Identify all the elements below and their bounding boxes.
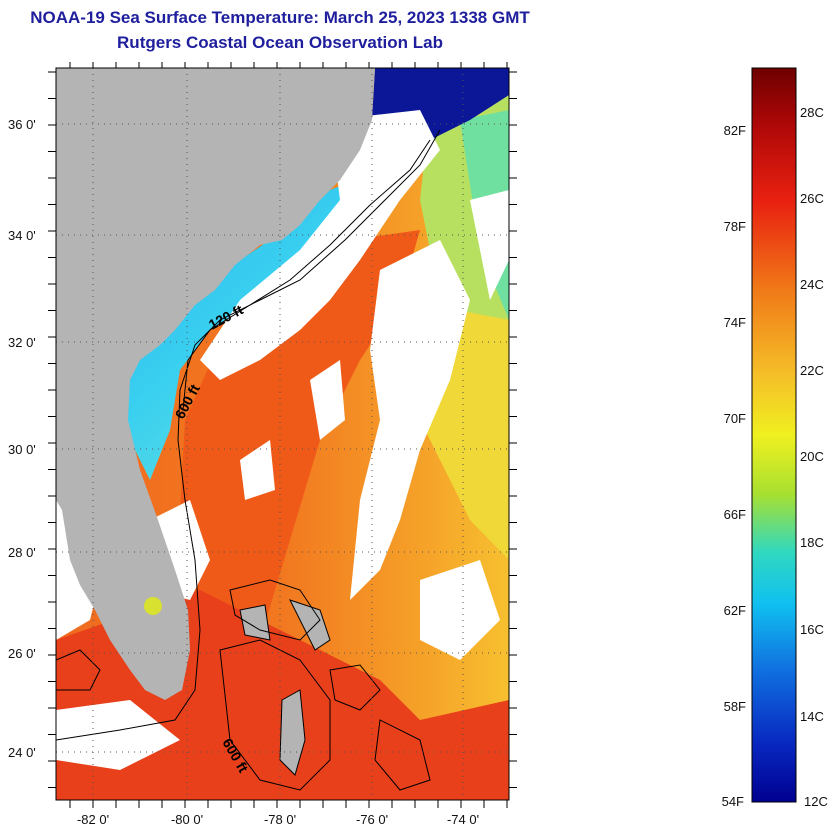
latitude-labels: 36 0' 34 0' 32 0' 30 0' 28 0' 26 0' 24 0… [8, 117, 36, 760]
lon-label: -80 0' [171, 812, 203, 827]
lon-label: -76 0' [356, 812, 388, 827]
page-subtitle: Rutgers Coastal Ocean Observation Lab [117, 33, 443, 52]
fahrenheit-label: 74F [724, 315, 746, 330]
lake-okeechobee [144, 597, 162, 615]
celsius-label: 12C [804, 794, 828, 809]
graticule [56, 68, 509, 800]
fahrenheit-label: 54F [722, 794, 744, 809]
lat-label: 34 0' [8, 228, 36, 243]
land-southeast-us [56, 68, 375, 700]
colorbar-ramp [751, 67, 797, 803]
lat-label: 28 0' [8, 545, 36, 560]
fahrenheit-label: 66F [724, 507, 746, 522]
celsius-label: 22C [800, 363, 824, 378]
lat-label: 32 0' [8, 335, 36, 350]
colorbar-celsius-labels: 28C 26C 24C 22C 20C 18C 16C 14C 12C [800, 105, 828, 809]
fahrenheit-label: 62F [724, 603, 746, 618]
bathymetry-contours [56, 129, 441, 791]
fahrenheit-label: 82F [724, 123, 746, 138]
colorbar-fahrenheit-labels: 82F 78F 74F 70F 66F 62F 58F 54F [722, 123, 746, 809]
page-title: NOAA-19 Sea Surface Temperature: March 2… [30, 8, 530, 27]
fahrenheit-label: 58F [724, 699, 746, 714]
celsius-label: 16C [800, 622, 824, 637]
celsius-label: 24C [800, 277, 824, 292]
celsius-label: 28C [800, 105, 824, 120]
lon-label: -74 0' [447, 812, 479, 827]
lat-label: 24 0' [8, 745, 36, 760]
celsius-label: 18C [800, 535, 824, 550]
lat-label: 30 0' [8, 442, 36, 457]
bahamas-islands [239, 599, 331, 776]
map-ticks [48, 62, 517, 808]
celsius-label: 20C [800, 449, 824, 464]
longitude-labels: -82 0' -80 0' -78 0' -76 0' -74 0' [77, 812, 479, 827]
map-frame [55, 67, 510, 801]
celsius-label: 14C [800, 709, 824, 724]
lat-label: 36 0' [8, 117, 36, 132]
celsius-label: 26C [800, 191, 824, 206]
lat-label: 26 0' [8, 646, 36, 661]
cloud-cover [56, 110, 509, 770]
lon-label: -78 0' [264, 812, 296, 827]
lon-label: -82 0' [77, 812, 109, 827]
fahrenheit-label: 78F [724, 219, 746, 234]
fahrenheit-label: 70F [724, 411, 746, 426]
